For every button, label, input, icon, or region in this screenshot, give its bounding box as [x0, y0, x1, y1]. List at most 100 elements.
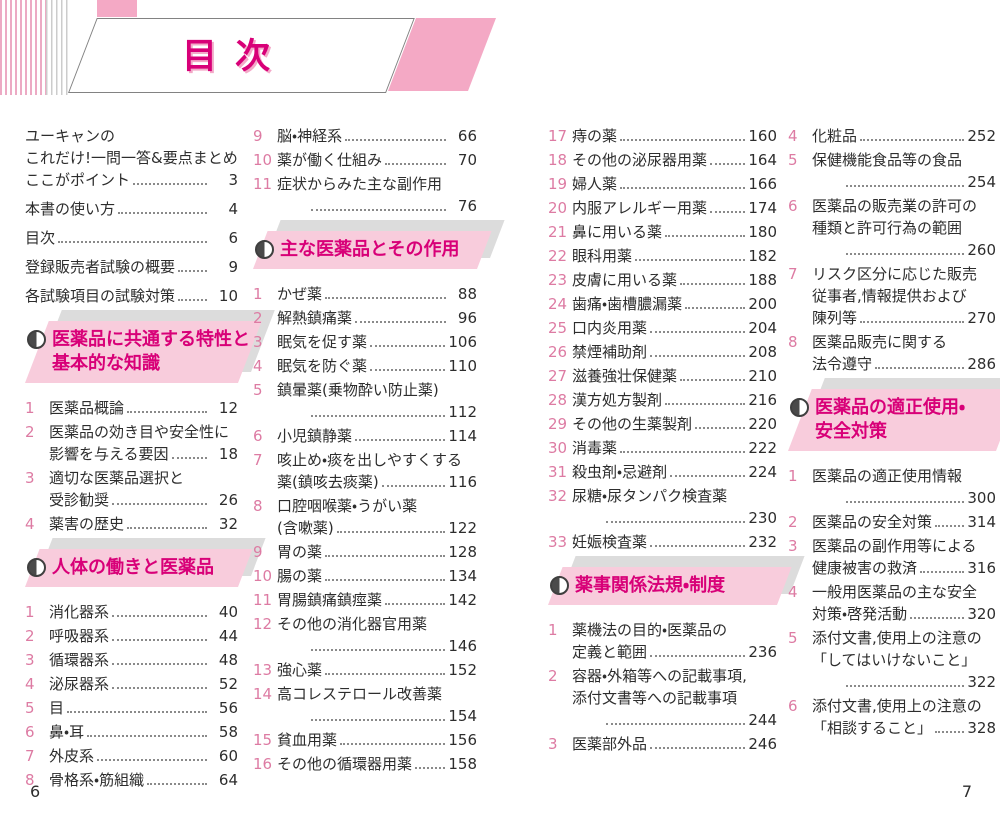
entry-last-line: 鼻・耳 58	[49, 721, 238, 743]
entry-last-line: 医薬部外品 246	[572, 733, 777, 755]
entry-body: 医薬品の効き目や安全性に 影響を与える要因 18	[49, 421, 238, 465]
entry-last-line: 322	[812, 671, 996, 693]
entry-page-number: 76	[457, 197, 477, 215]
entry-body: その他の生薬製剤 220	[572, 413, 777, 435]
toc-entry: 24 歯痛・歯槽膿漏薬 200	[548, 293, 777, 315]
entry-page-number: 208	[748, 343, 777, 361]
entry-body: 外皮系 60	[49, 745, 238, 767]
entry-text: 添付文書,使用上の注意の	[812, 629, 982, 647]
entry-page-number: 222	[748, 439, 777, 457]
entry-body: 漢方処方製剤 216	[572, 389, 777, 411]
toc-entry: 7 咳止め・痰を出しやすくする 薬(鎮咳去痰薬) 116	[253, 449, 477, 493]
entry-number: 13	[253, 661, 273, 679]
entry-text: 腸の薬	[277, 567, 323, 585]
dot-leader	[311, 415, 446, 417]
entry-text: 鎮暈薬(乗物酔い防止薬)	[277, 381, 439, 399]
toc-entry: 目次 6	[25, 227, 238, 249]
dot-leader	[118, 212, 207, 214]
dot-leader	[620, 187, 746, 189]
entry-body: 薬が働く仕組み 70	[277, 149, 477, 171]
page-title: 目次	[181, 37, 288, 77]
entry-page-number: 224	[748, 463, 777, 481]
toc-column-2: 9 脳・神経系 66 10 薬が働く仕組み 70 11 症状からみた主な副作用 76 主な医薬品と…	[253, 125, 505, 777]
dot-leader	[381, 485, 446, 487]
entry-last-line: 112	[277, 401, 477, 423]
entry-text: 本書の使い方	[25, 200, 116, 218]
toc-entry: 6 医薬品の販売業の許可の 種類と許可行為の範囲 260	[788, 195, 996, 261]
entry-number: 24	[548, 295, 568, 313]
entry-page-number: 236	[748, 643, 777, 661]
entry-text: 眠気を促す薬	[277, 333, 368, 351]
entry-text: 歯痛・歯槽膿漏薬	[572, 295, 683, 313]
dot-leader	[127, 527, 207, 529]
dot-leader	[875, 367, 965, 369]
entry-last-line: 本書の使い方 4	[25, 198, 238, 220]
entry-number: 2	[788, 513, 798, 531]
dot-leader	[112, 663, 207, 665]
toc-column-3: 17 痔の薬 160 18 その他の泌尿器用薬 164 19 婦人薬 166 20 内服アレルギー用…	[548, 125, 805, 757]
entry-page-number: 40	[218, 603, 238, 621]
entry-page-number: 114	[448, 427, 477, 445]
dot-leader	[920, 571, 965, 573]
entry-last-line: 胃腸鎮痛鎮痙薬 142	[277, 589, 477, 611]
entry-body: 医薬品販売に関する 法令遵守 286	[812, 331, 996, 375]
entry-text: 健康被害の救済	[812, 559, 918, 577]
section-header: 医薬品の適正使用・ 安全対策	[788, 378, 1000, 451]
entry-body: 添付文書,使用上の注意の 「してはいけないこと」 322	[812, 627, 996, 693]
entry-number: 1	[25, 603, 35, 621]
entry-text: 薬機法の目的・医薬品の	[572, 621, 728, 639]
entry-page-number: 32	[218, 515, 238, 533]
entry-last-line: 眠気を防ぐ薬 110	[277, 355, 477, 377]
dot-leader	[171, 457, 207, 459]
entry-number: 10	[253, 151, 273, 169]
entry-number: 6	[25, 723, 35, 741]
entry-body: 眠気を促す薬 106	[277, 331, 477, 353]
entry-text: その他の循環器用薬	[277, 755, 413, 773]
dot-leader	[355, 321, 446, 323]
section-content: 医薬品の適正使用・ 安全対策	[790, 396, 992, 444]
toc-entry: 25 口内炎用薬 204	[548, 317, 777, 339]
toc-entry: 31 殺虫剤・忌避剤 224	[548, 461, 777, 483]
dot-leader	[680, 283, 746, 285]
entry-page-number: 270	[967, 309, 996, 327]
toc-entry: 登録販売者試験の概要 9	[25, 256, 238, 278]
entry-page-number: 320	[967, 605, 996, 623]
dot-leader	[311, 649, 446, 651]
entry-body: 容器・外箱等への記載事項, 添付文書等への記載事項 244	[572, 665, 777, 731]
toc-entry: 15 貧血用薬 156	[253, 729, 477, 751]
entry-number: 2	[253, 309, 263, 327]
toc-item-list: 9 脳・神経系 66 10 薬が働く仕組み 70 11 症状からみた主な副作用 76	[253, 125, 477, 217]
entry-last-line: 強心薬 152	[277, 659, 477, 681]
entry-text: 泌尿器系	[49, 675, 110, 693]
half-circle-icon	[27, 558, 46, 577]
entry-text: 医薬品販売に関する	[812, 333, 948, 351]
entry-text: 法令遵守	[812, 355, 873, 373]
entry-body: 殺虫剤・忌避剤 224	[572, 461, 777, 483]
entry-page-number: 12	[218, 399, 238, 417]
entry-number: 29	[548, 415, 568, 433]
entry-text: 妊娠検査薬	[572, 533, 648, 551]
dot-leader	[620, 451, 746, 453]
entry-page-number: 328	[967, 719, 996, 737]
entry-page-number: 3	[228, 171, 238, 189]
entry-last-line: 医薬品の安全対策 314	[812, 511, 996, 533]
entry-text: 漢方処方製剤	[572, 391, 663, 409]
entry-text: 陳列等	[812, 309, 858, 327]
entry-page-number: 44	[218, 627, 238, 645]
entry-last-line: その他の生薬製剤 220	[572, 413, 777, 435]
entry-last-line: 消化器系 40	[49, 601, 238, 623]
toc-entry: 2 容器・外箱等への記載事項, 添付文書等への記載事項 244	[548, 665, 777, 731]
entry-page-number: 96	[457, 309, 477, 327]
entry-text: ここがポイント	[25, 171, 131, 189]
toc-entry: 30 消毒薬 222	[548, 437, 777, 459]
entry-body: 医薬品の副作用等による 健康被害の救済 316	[812, 535, 996, 579]
section-title-line: 医薬品の適正使用・	[815, 397, 966, 418]
section-header: 人体の働きと医薬品	[25, 538, 266, 587]
entry-last-line: 300	[812, 487, 996, 509]
toc-item-list: 1 かぜ薬 88 2 解熱鎮痛薬 96 3 眠気を促す薬 106 4 眠気を防ぐ薬 110 5 鎮暈薬(乗…	[253, 283, 477, 775]
entry-text: 医薬品の販売業の許可の	[812, 197, 978, 215]
entry-body: 鎮暈薬(乗物酔い防止薬) 112	[277, 379, 477, 423]
entry-number: 31	[548, 463, 568, 481]
entry-number: 8	[253, 497, 263, 515]
entry-page-number: 10	[218, 287, 238, 305]
